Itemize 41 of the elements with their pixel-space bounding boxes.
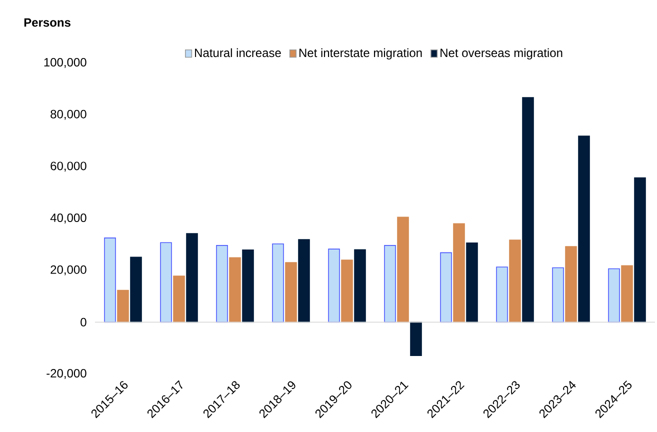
bar <box>410 322 422 356</box>
bar <box>328 248 340 323</box>
legend-label: Net overseas migration <box>440 48 562 60</box>
bar <box>285 262 297 323</box>
y-tick-label: -20,000 <box>46 369 86 379</box>
bar <box>242 249 254 323</box>
y-axis-title: Persons <box>24 18 70 27</box>
y-tick-label: 60,000 <box>50 162 86 172</box>
bar <box>578 136 590 323</box>
bar <box>565 246 577 323</box>
bar <box>160 242 172 323</box>
y-tick-label: 20,000 <box>50 265 86 276</box>
bar <box>453 223 465 323</box>
bar <box>104 238 116 323</box>
legend-label: Natural increase <box>195 48 281 58</box>
bar <box>229 257 241 323</box>
bar <box>384 245 396 323</box>
bar <box>186 233 198 323</box>
bar <box>272 243 284 323</box>
bar <box>440 252 452 323</box>
bar <box>117 290 129 323</box>
bar <box>634 177 646 323</box>
bar <box>496 266 508 323</box>
bar <box>608 268 620 323</box>
bar <box>397 216 409 323</box>
bar <box>621 265 633 323</box>
bar <box>173 276 185 323</box>
bar <box>216 245 228 323</box>
y-tick-label: 80,000 <box>50 110 86 120</box>
y-tick-label: 0 <box>80 318 86 326</box>
y-tick-label: 40,000 <box>50 214 86 224</box>
bar <box>298 239 310 323</box>
bar <box>522 97 534 323</box>
bar <box>509 240 521 323</box>
bar <box>354 249 366 323</box>
legend-label: Net interstate migration <box>299 48 422 60</box>
y-tick-label: 100,000 <box>44 58 86 68</box>
bar <box>552 267 564 323</box>
bar <box>130 256 142 323</box>
bar <box>466 242 478 323</box>
bar <box>341 260 353 323</box>
